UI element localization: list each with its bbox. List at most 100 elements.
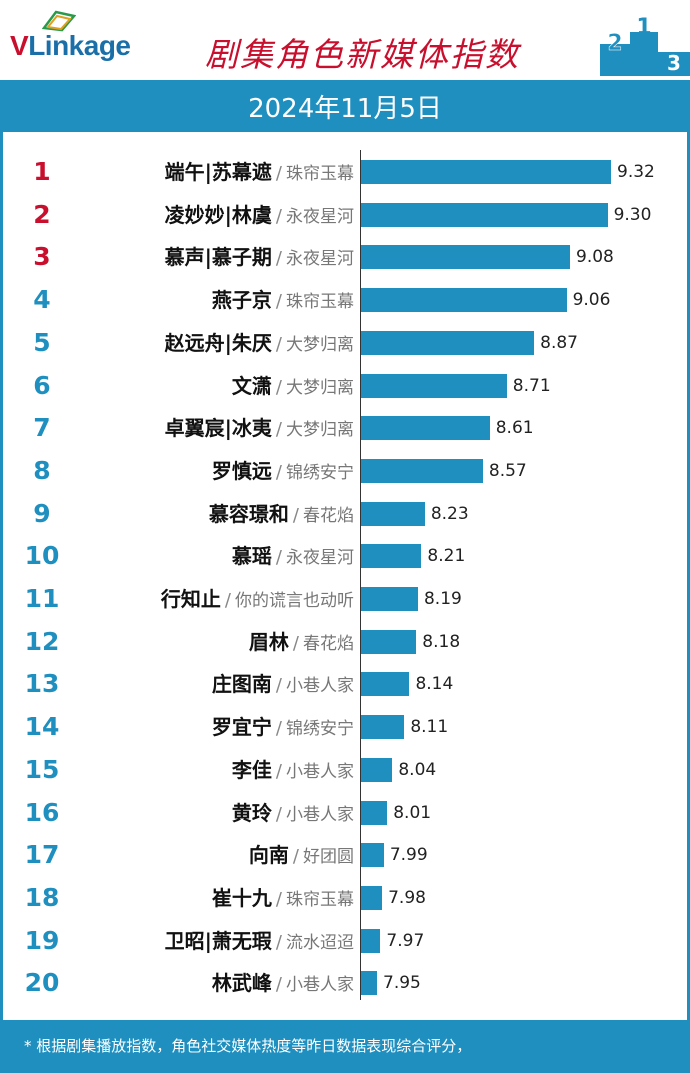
chart-row: 5 赵远舟|朱厌 / 大梦归离 8.87 (0, 323, 690, 363)
character-name: 庄图南 (211, 672, 272, 697)
footer-note: * 根据剧集播放指数，角色社交媒体热度等昨日数据表现综合评分， (24, 1037, 472, 1055)
bar (361, 843, 384, 868)
chart-row: 18 崔十九 / 珠帘玉幕 7.98 (0, 878, 690, 918)
show-name: 春花焰 (303, 505, 354, 526)
podium-icon: 2 1 3 (600, 15, 690, 76)
show-name: 锦绣安宁 (286, 719, 354, 740)
category-label: 庄图南 / 小巷人家 (212, 664, 354, 706)
bar (361, 416, 490, 441)
logo: VLinkage (10, 30, 131, 62)
value-label: 8.18 (422, 631, 461, 652)
logo-mark-icon (42, 10, 76, 32)
show-name: 小巷人家 (286, 975, 354, 996)
show-name: 珠帘玉幕 (286, 292, 354, 313)
category-label: 向南 / 好团圆 (249, 835, 354, 877)
bar (361, 587, 418, 611)
category-label: 眉林 / 春花焰 (249, 622, 354, 664)
show-name: 珠帘玉幕 (286, 164, 354, 184)
bar (361, 757, 393, 782)
chart-row: 14 罗宜宁 / 锦绣安宁 8.11 (0, 707, 690, 747)
label-separator: / (275, 248, 282, 270)
character-name: 文潇 (231, 373, 272, 398)
rank-number: 4 (33, 285, 51, 315)
category-label: 慕声|慕子期 / 永夜星河 (165, 237, 354, 279)
rank-number: 20 (24, 968, 60, 998)
logo-text: Linkage (28, 30, 131, 61)
rank-number: 6 (33, 370, 51, 400)
show-name: 大梦归离 (286, 420, 354, 441)
label-separator: / (275, 760, 282, 782)
value-label: 8.61 (495, 418, 534, 439)
bar (361, 672, 410, 697)
character-name: 慕瑶 (231, 544, 272, 569)
chart-row: 10 慕瑶 / 永夜星河 8.21 (0, 536, 690, 576)
character-name: 林武峰 (211, 971, 272, 996)
rank-number: 11 (24, 584, 60, 613)
character-name: 慕声|慕子期 (164, 245, 272, 270)
rank-number: 7 (33, 413, 51, 443)
show-name: 小巷人家 (286, 761, 354, 782)
character-name: 罗慎远 (211, 458, 272, 483)
label-separator: / (275, 376, 282, 398)
character-name: 端午|苏幕遮 (164, 160, 272, 184)
chart-row: 20 林武峰 / 小巷人家 7.95 (0, 963, 690, 1003)
page-title: 剧集角色新媒体指数 (205, 35, 520, 74)
rank-number: 13 (24, 669, 60, 699)
character-name: 黄玲 (231, 800, 272, 825)
label-separator: / (275, 333, 282, 355)
show-name: 小巷人家 (286, 804, 354, 825)
category-label: 李佳 / 小巷人家 (232, 750, 354, 792)
value-label: 8.14 (415, 674, 454, 695)
podium-digit-3: 3 (667, 51, 681, 75)
rank-number: 9 (33, 498, 51, 528)
chart-axis (360, 150, 361, 1000)
value-label: 8.87 (540, 332, 578, 353)
chart-row: 11 行知止 / 你的谎言也动听 8.19 (0, 579, 690, 619)
chart-row: 4 燕子京 / 珠帘玉幕 9.06 (0, 280, 690, 320)
label-separator: / (292, 504, 299, 526)
bar (361, 458, 483, 483)
show-name: 小巷人家 (286, 676, 354, 697)
value-label: 8.04 (398, 759, 437, 780)
show-name: 流水迢迢 (286, 932, 354, 953)
chart-row: 7 卓翼宸|冰夷 / 大梦归离 8.61 (0, 408, 690, 448)
label-separator: / (275, 675, 282, 697)
character-name: 赵远舟|朱厌 (164, 330, 272, 355)
show-name: 永夜星河 (286, 249, 354, 270)
category-label: 罗宜宁 / 锦绣安宁 (212, 707, 354, 749)
podium-digit-1: 1 (636, 15, 651, 40)
bar (361, 971, 377, 996)
label-separator: / (275, 974, 282, 996)
label-separator: / (275, 547, 282, 569)
value-label: 8.11 (410, 717, 449, 738)
character-name: 行知止 (160, 587, 221, 611)
category-label: 黄玲 / 小巷人家 (232, 793, 354, 835)
bar (361, 330, 535, 355)
footer: * 根据剧集播放指数，角色社交媒体热度等昨日数据表现综合评分， (0, 1020, 690, 1073)
label-separator: / (275, 291, 282, 313)
rank-number: 19 (24, 925, 60, 955)
date-label: 2024年11月5日 (248, 93, 442, 124)
bar (361, 160, 611, 184)
right-border (687, 132, 690, 1020)
show-name: 锦绣安宁 (286, 462, 354, 483)
rank-number: 5 (33, 327, 51, 357)
category-label: 慕瑶 / 永夜星河 (232, 536, 354, 578)
category-label: 行知止 / 你的谎言也动听 (161, 579, 354, 621)
chart-row: 16 黄玲 / 小巷人家 8.01 (0, 793, 690, 833)
bar (361, 800, 388, 825)
value-label: 7.97 (386, 930, 425, 951)
chart-row: 12 眉林 / 春花焰 8.18 (0, 622, 690, 662)
left-border (0, 132, 3, 1020)
bar (361, 202, 608, 227)
show-name: 春花焰 (303, 633, 354, 654)
bar (361, 715, 405, 740)
show-name: 你的谎言也动听 (235, 591, 354, 611)
rank-number: 12 (24, 626, 60, 656)
bar (361, 501, 425, 526)
category-label: 燕子京 / 珠帘玉幕 (212, 280, 354, 322)
label-separator: / (275, 931, 282, 953)
chart-row: 19 卫昭|萧无瑕 / 流水迢迢 7.97 (0, 921, 690, 961)
character-name: 罗宜宁 (211, 715, 272, 740)
bar (361, 288, 567, 313)
